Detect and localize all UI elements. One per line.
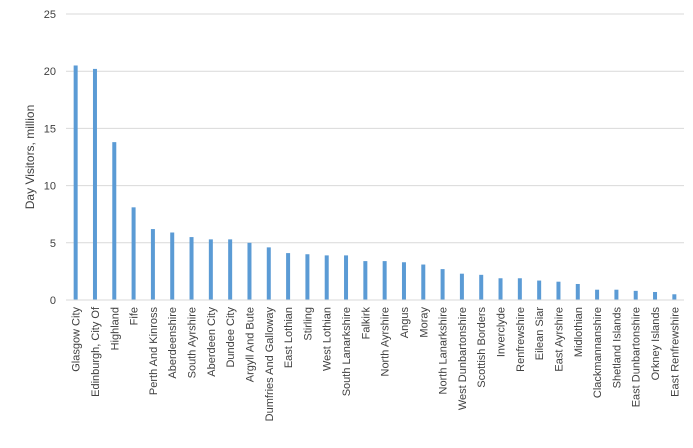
bar — [286, 253, 291, 300]
x-tick-label: Aberdeenshire — [167, 307, 179, 379]
x-tick-label: Stirling — [302, 307, 314, 341]
bars — [73, 65, 677, 300]
bar — [421, 264, 426, 300]
x-tick-label: East Dunbartonshire — [631, 307, 643, 407]
x-tick-label: Renfrewshire — [515, 307, 527, 372]
bar — [228, 239, 233, 300]
y-tick-label: 10 — [44, 181, 56, 193]
bar — [595, 289, 600, 300]
x-tick-label: North Lanarkshire — [438, 307, 450, 394]
bar — [363, 261, 368, 300]
bar — [305, 254, 310, 300]
bar — [150, 229, 155, 300]
bar — [73, 65, 78, 300]
bar — [575, 283, 580, 300]
y-axis-title: Day Visitors, million — [23, 105, 37, 209]
bar — [382, 261, 387, 300]
bar — [189, 237, 194, 300]
x-tick-label: Perth And Kinross — [148, 307, 160, 396]
x-tick-label: North Ayrshire — [380, 307, 392, 377]
x-tick-label: Eilean Siar — [534, 307, 546, 361]
bar — [112, 142, 117, 300]
bar — [614, 289, 619, 300]
x-tick-label: South Lanarkshire — [341, 307, 353, 396]
y-tick-label: 25 — [44, 9, 56, 21]
x-tick-label: Moray — [418, 307, 430, 338]
x-tick-label: Shetland Islands — [611, 307, 623, 389]
x-tick-label: Falkirk — [360, 307, 372, 340]
x-tick-label: Scottish Borders — [476, 307, 488, 388]
x-tick-label: Clackmannanshire — [592, 307, 604, 398]
x-tick-label: Fife — [129, 307, 141, 325]
bar — [131, 207, 136, 300]
y-axis-tick-labels: 0 5 10 15 20 25 — [44, 9, 56, 307]
x-tick-label: West Dunbartonshire — [457, 307, 469, 410]
y-tick-label: 0 — [50, 295, 56, 307]
bar — [92, 68, 97, 300]
y-tick-label: 20 — [44, 66, 56, 78]
bar — [653, 291, 658, 300]
bar — [556, 281, 561, 300]
x-tick-label: Dumfries And Galloway — [264, 307, 276, 422]
x-tick-label: West Lothian — [322, 307, 334, 371]
x-axis-tick-labels: Glasgow City Edinburgh, City Of Highland Fi… — [71, 306, 682, 421]
bar — [479, 274, 484, 300]
x-tick-label: Midlothian — [573, 307, 585, 357]
grid-lines — [66, 13, 684, 244]
bar — [266, 247, 271, 300]
bar — [247, 242, 252, 300]
x-tick-label: Glasgow City — [71, 307, 83, 372]
bar — [401, 262, 406, 300]
x-tick-label: Orkney Islands — [650, 307, 662, 381]
x-tick-label: Inverclyde — [496, 307, 508, 357]
bar — [537, 280, 542, 300]
bar — [344, 255, 349, 300]
bar — [324, 255, 329, 300]
bar — [459, 273, 464, 300]
y-tick-label: 5 — [50, 238, 56, 250]
x-tick-label: Highland — [109, 307, 121, 350]
bar — [517, 278, 522, 300]
bar — [170, 232, 175, 300]
x-tick-label: East Renfrewshire — [669, 307, 681, 397]
bar — [498, 278, 503, 300]
x-tick-label: Edinburgh, City Of — [90, 306, 102, 397]
x-tick-label: Aberdeen City — [206, 307, 218, 377]
x-tick-label: East Lothian — [283, 307, 295, 368]
x-tick-label: East Ayrshire — [553, 307, 565, 372]
bar — [440, 269, 445, 300]
y-tick-label: 15 — [44, 123, 56, 135]
x-tick-label: Argyll And Bute — [244, 307, 256, 382]
x-tick-label: Angus — [399, 307, 411, 339]
bar — [672, 294, 677, 300]
x-tick-label: Dundee City — [225, 307, 237, 368]
x-tick-label: South Ayrshire — [187, 307, 199, 378]
bar — [633, 290, 638, 300]
bar — [208, 239, 213, 300]
